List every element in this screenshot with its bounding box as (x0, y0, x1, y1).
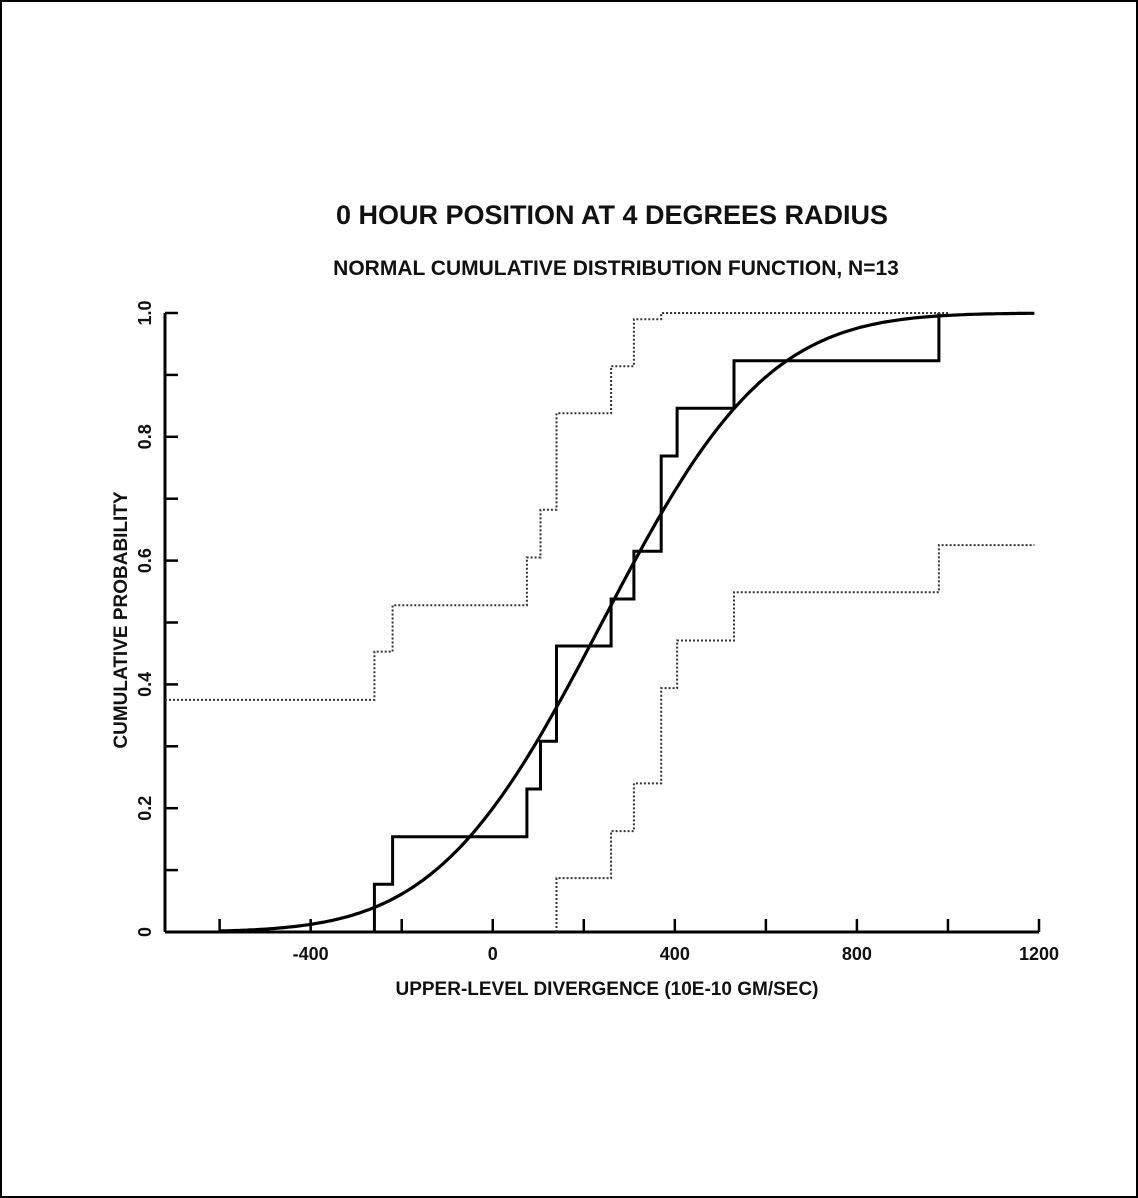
y-tick-label: 0 (135, 927, 155, 937)
y-tick-label: 0.2 (135, 796, 155, 821)
axes: -400 0 400 800 1200 0 0.2 0.4 0.6 0.8 1.0 (135, 300, 1059, 964)
x-tick-label: 400 (660, 944, 690, 964)
x-axis-label: UPPER-LEVEL DIVERGENCE (10E-10 GM/SEC) (395, 979, 818, 1000)
x-tick-label: -400 (293, 944, 329, 964)
x-tick-label: 0 (488, 944, 498, 964)
empirical-cdf-step-line (372, 313, 941, 932)
y-tick-label: 0.8 (135, 424, 155, 449)
upper-bound-step-line (165, 312, 948, 701)
lower-bound-step-line (555, 544, 1035, 932)
y-axis-label: CUMULATIVE PROBABILITY (111, 491, 132, 749)
x-tick-label: 800 (842, 944, 872, 964)
chart-subtitle: NORMAL CUMULATIVE DISTRIBUTION FUNCTION,… (333, 257, 899, 280)
plot-series (165, 311, 1035, 933)
x-tick-label: 1200 (1019, 944, 1059, 964)
y-tick-label: 0.6 (135, 548, 155, 573)
y-tick-label: 0.4 (135, 672, 155, 697)
chart-title: 0 HOUR POSITION AT 4 DEGREES RADIUS (336, 200, 888, 230)
y-tick-label: 1.0 (135, 300, 155, 325)
normal-cdf-curve (219, 311, 1035, 933)
